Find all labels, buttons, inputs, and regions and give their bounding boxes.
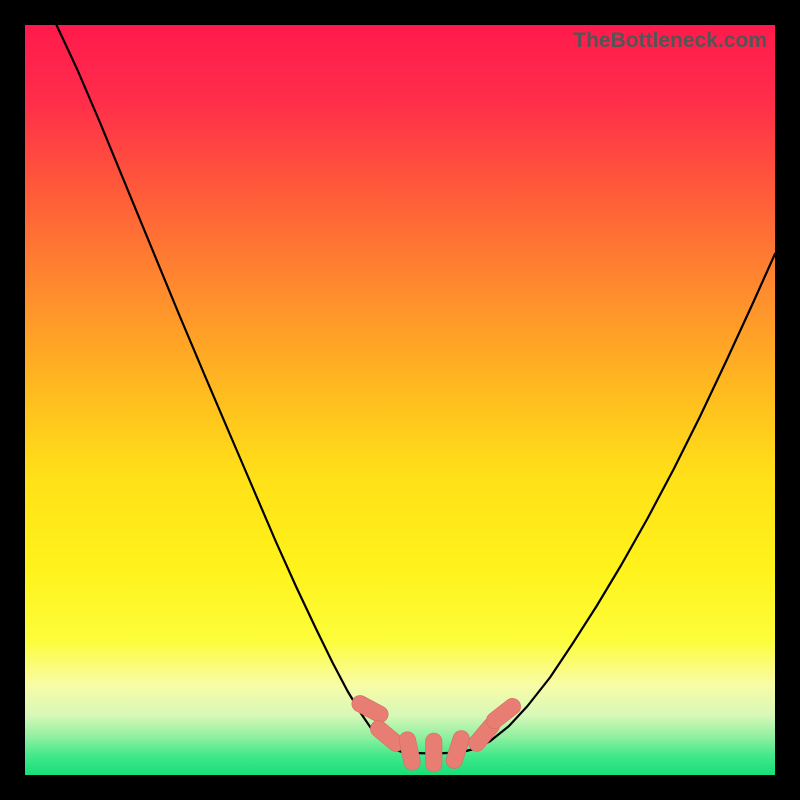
trough-marker [426, 733, 442, 772]
trough-marker [444, 728, 472, 770]
curve-left_branch [57, 25, 404, 753]
trough-marker [398, 730, 422, 772]
chart-container: TheBottleneck.com [0, 0, 800, 800]
watermark-text: TheBottleneck.com [573, 29, 767, 53]
curve-right_branch [460, 254, 775, 753]
trough-marker [483, 695, 524, 732]
curve-layer [25, 25, 775, 775]
plot-area: TheBottleneck.com [25, 25, 775, 775]
trough-marker [349, 693, 391, 726]
